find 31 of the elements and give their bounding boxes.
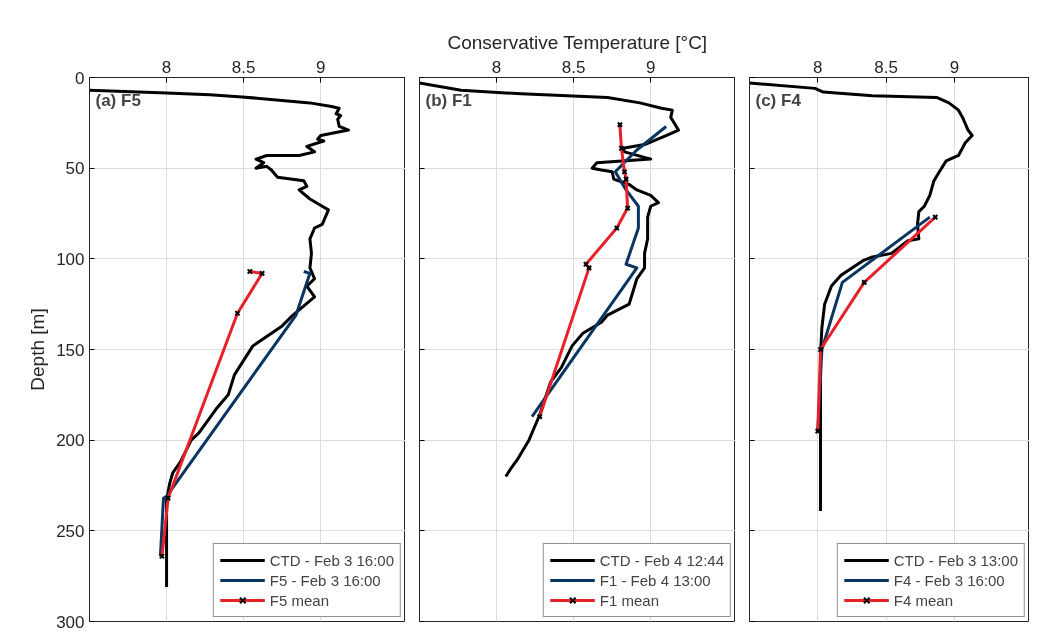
x-tick-label: 8 — [813, 57, 823, 77]
y-tick-label: 250 — [56, 521, 85, 541]
x-tick-label: 8.5 — [874, 57, 898, 77]
x-tick-label: 8 — [161, 57, 172, 77]
y-axis-title: Depth [m] — [27, 308, 49, 391]
x-tick-label: 9 — [645, 57, 656, 77]
x-tick-label: 9 — [949, 57, 960, 77]
y-tick-label: 200 — [56, 431, 85, 451]
x-tick-label: 8.5 — [231, 57, 256, 77]
legend-label: CTD - Feb 3 16:00 — [269, 551, 394, 569]
y-tick-label: 300 — [56, 612, 85, 632]
text: (a) F5 — [95, 90, 141, 110]
text: (b) F1 — [425, 90, 472, 110]
y-tick-label: 0 — [75, 68, 85, 88]
legend-label: F1 - Feb 4 13:00 — [599, 571, 711, 589]
y-tick-label: 100 — [56, 249, 85, 269]
legend-label: F5 - Feb 3 16:00 — [269, 571, 381, 589]
line-series — [158, 270, 312, 558]
legend-label: F4 - Feb 3 16:00 — [893, 571, 1005, 589]
x-tick-label: 8 — [491, 57, 502, 77]
x-tick-label: 9 — [315, 57, 326, 77]
x-tick-label: 8.5 — [561, 57, 586, 77]
y-tick-label: 150 — [56, 340, 85, 360]
legend-label: F5 mean — [269, 591, 329, 609]
legend-label: F4 mean — [893, 591, 953, 609]
legend-label: CTD - Feb 3 13:00 — [893, 551, 1018, 569]
y-tick-label: 50 — [65, 159, 85, 179]
legend-label: CTD - Feb 4 12:44 — [599, 551, 724, 569]
legend-label: F1 mean — [599, 591, 659, 609]
x-axis-title: Conservative Temperature [°C] — [447, 31, 708, 53]
text: (c) F4 — [755, 90, 802, 110]
